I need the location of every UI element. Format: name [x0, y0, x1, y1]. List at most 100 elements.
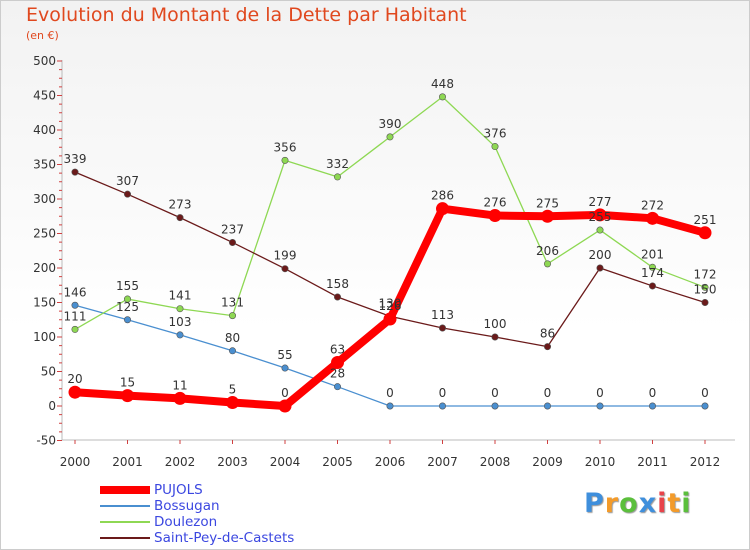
data-point	[438, 324, 446, 332]
data-label: 0	[386, 386, 394, 400]
data-label: 206	[536, 244, 559, 258]
data-label: 100	[484, 317, 507, 331]
x-tick-label: 2008	[480, 455, 511, 469]
legend-label: PUJOLS	[154, 482, 203, 498]
data-point	[383, 312, 397, 326]
data-label: 307	[116, 174, 139, 188]
y-tick-label: 450	[33, 89, 56, 103]
x-tick-label: 2002	[165, 455, 196, 469]
data-point	[333, 293, 341, 301]
legend-swatch	[100, 537, 150, 539]
data-label: 111	[64, 309, 87, 323]
chart-subtitle: (en €)	[26, 29, 59, 42]
y-tick-label: 400	[33, 123, 56, 137]
data-point	[438, 402, 446, 410]
legend-label: Doulezon	[154, 514, 218, 530]
x-tick-label: 2003	[217, 455, 248, 469]
data-point	[173, 391, 187, 405]
data-point	[491, 333, 499, 341]
data-label: 339	[64, 152, 87, 166]
data-point	[436, 202, 449, 216]
data-point	[281, 156, 289, 164]
series-layer	[68, 93, 712, 413]
data-point	[438, 93, 446, 101]
data-label: 5	[229, 383, 237, 397]
data-point	[488, 209, 502, 223]
legend-label: Bossugan	[154, 498, 220, 514]
data-label: 28	[330, 367, 345, 381]
data-label: 237	[221, 222, 244, 236]
y-tick-label: 250	[33, 227, 56, 241]
data-point	[543, 260, 551, 268]
data-point	[648, 263, 656, 271]
data-label: 11	[172, 378, 187, 392]
data-point	[226, 396, 239, 410]
data-label: 125	[116, 300, 139, 314]
data-point	[124, 190, 132, 198]
legend-item: PUJOLS	[100, 482, 360, 498]
data-point	[124, 295, 132, 303]
logo-letter: i	[681, 488, 692, 519]
data-point	[543, 402, 551, 410]
data-label: 332	[326, 157, 349, 171]
data-label: 86	[540, 327, 555, 341]
data-label: 272	[641, 198, 664, 212]
logo-letter: t	[667, 488, 682, 519]
logo-letter: r	[604, 488, 620, 519]
x-tick-label: 2006	[375, 455, 406, 469]
data-label: 158	[326, 277, 349, 291]
data-label: 199	[274, 249, 297, 263]
data-label: 63	[330, 343, 345, 357]
y-tick-label: 300	[33, 192, 56, 206]
data-label: 255	[589, 210, 612, 224]
logo-letter: x	[638, 488, 658, 519]
y-tick-label: 50	[41, 365, 56, 379]
data-label: 131	[221, 296, 244, 310]
data-point	[176, 305, 184, 313]
y-tick-label: 0	[48, 399, 56, 413]
data-label: 113	[431, 308, 454, 322]
data-label: 126	[379, 299, 402, 313]
legend-item: Bossugan	[100, 498, 360, 514]
data-point	[386, 402, 394, 410]
data-point	[646, 211, 659, 225]
x-tick-label: 2000	[60, 455, 91, 469]
data-point	[648, 402, 656, 410]
data-label: 130	[379, 296, 402, 310]
data-label: 141	[169, 289, 192, 303]
legend-item: Saint-Pey-de-Castets	[100, 530, 360, 546]
x-tick-label: 2001	[112, 455, 143, 469]
legend: PUJOLS Bossugan Doulezon Saint-Pey-de-Caste…	[100, 482, 360, 546]
data-point	[333, 383, 341, 391]
x-tick-label: 2005	[322, 455, 353, 469]
legend-swatch	[100, 486, 150, 494]
data-point	[229, 238, 237, 246]
data-point	[229, 347, 237, 355]
data-labels-layer: 20 15 11 5 0 63 126 286 276 275 277 272 251 146 125 103…	[64, 77, 717, 400]
data-point	[331, 356, 344, 370]
data-point	[333, 173, 341, 181]
x-tick-label: 2004	[270, 455, 301, 469]
data-label: 201	[641, 247, 664, 261]
chart-title: Evolution du Montant de la Dette par Hab…	[26, 4, 467, 26]
data-point	[124, 316, 132, 324]
data-label: 15	[120, 376, 135, 390]
data-point	[71, 301, 79, 309]
x-tick-label: 2012	[690, 455, 721, 469]
data-label: 155	[116, 279, 139, 293]
x-tick-label: 2011	[637, 455, 668, 469]
y-tick-label: 150	[33, 296, 56, 310]
data-point	[68, 385, 82, 399]
data-point	[281, 364, 289, 372]
data-point	[176, 331, 184, 339]
y-tick-label: 350	[33, 158, 56, 172]
data-label: 146	[64, 285, 87, 299]
data-point	[648, 282, 656, 290]
data-label: 0	[281, 386, 289, 400]
data-point	[71, 168, 79, 176]
data-label: 80	[225, 331, 240, 345]
data-point	[491, 143, 499, 151]
data-point	[543, 343, 551, 351]
data-point	[278, 399, 292, 413]
